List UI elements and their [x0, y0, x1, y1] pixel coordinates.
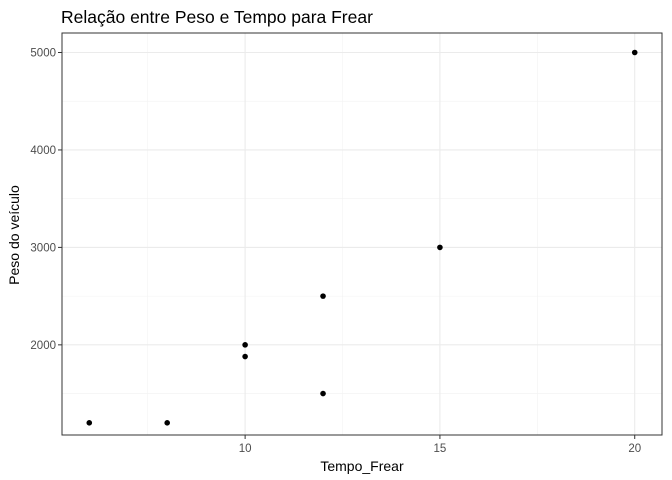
x-tick-label: 15	[434, 443, 447, 455]
grid	[62, 33, 662, 435]
data-point	[86, 420, 93, 426]
y-tick-label: 3000	[30, 242, 56, 254]
data-point	[242, 342, 248, 348]
y-tick-label: 2000	[30, 340, 56, 352]
x-tick-label: 20	[628, 443, 641, 455]
x-tick-label: 10	[239, 443, 252, 455]
data-point	[242, 353, 248, 360]
x-axis-title: Tempo_Frear	[320, 458, 404, 474]
y-tick-label: 5000	[30, 47, 56, 59]
axis-ticks: 10 15 20 2000 3000 4000 5000	[30, 47, 641, 455]
data-point	[164, 420, 170, 426]
chart-title: Relação entre Peso e Tempo para Frear	[61, 7, 373, 27]
y-axis-title: Peso do veículo	[6, 185, 22, 285]
panel-border	[61, 32, 663, 436]
data-points	[86, 49, 638, 426]
data-point	[320, 390, 326, 397]
y-tick-label: 4000	[30, 145, 56, 157]
data-point	[631, 49, 638, 56]
data-point	[320, 293, 326, 299]
data-point	[437, 244, 443, 251]
